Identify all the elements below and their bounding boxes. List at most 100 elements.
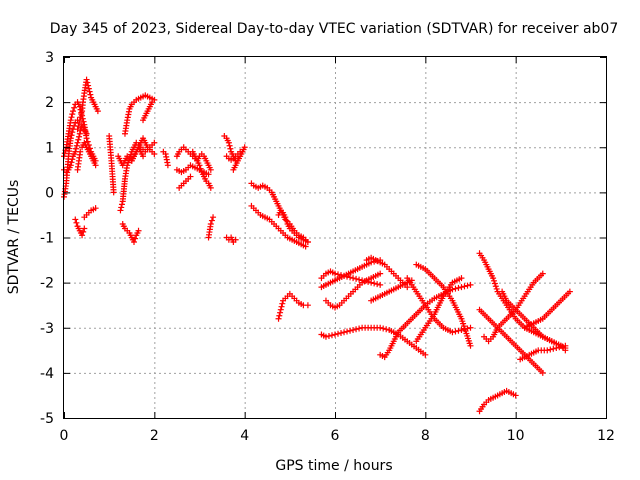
data-point — [562, 342, 569, 349]
data-point — [69, 156, 76, 163]
chart-title: Day 345 of 2023, Sidereal Day-to-day VTE… — [50, 21, 619, 37]
data-point — [539, 369, 546, 376]
data-point — [76, 117, 83, 124]
data-point — [77, 114, 84, 121]
data-point — [225, 139, 232, 146]
data-point — [341, 329, 348, 336]
y-tick-label: 2 — [45, 95, 54, 111]
series-arc-12 — [121, 92, 158, 137]
data-point — [70, 108, 77, 115]
series-arc-8 — [106, 132, 117, 196]
data-point — [275, 315, 282, 322]
data-point — [467, 281, 474, 288]
data-point — [550, 345, 557, 352]
data-point — [118, 201, 125, 208]
series-arc-45 — [517, 342, 569, 363]
data-point — [566, 288, 573, 295]
data-point — [492, 283, 499, 290]
series-arc-28 — [275, 290, 311, 322]
data-point — [92, 162, 99, 169]
data-point — [208, 217, 215, 224]
data-point — [279, 300, 286, 307]
data-point — [207, 220, 214, 227]
data-point — [347, 327, 354, 334]
data-point — [455, 327, 462, 334]
series-arc-43 — [521, 288, 573, 331]
data-point — [73, 142, 80, 149]
data-point — [449, 329, 456, 336]
data-point — [67, 162, 74, 169]
data-point — [490, 277, 497, 284]
data-point — [197, 165, 204, 172]
series-arc-35 — [377, 281, 474, 361]
series-arc-15 — [160, 148, 171, 169]
data-point — [118, 204, 125, 211]
data-point — [226, 142, 233, 149]
x-axis-label: GPS time / hours — [275, 458, 392, 474]
data-point — [556, 344, 563, 351]
data-point — [125, 159, 132, 166]
x-tick-label: 4 — [240, 428, 249, 444]
x-tick-label: 10 — [507, 428, 525, 444]
series-arc-24 — [223, 234, 239, 246]
data-point — [377, 281, 384, 288]
data-point — [344, 328, 351, 335]
data-point — [86, 88, 93, 95]
data-point — [210, 214, 217, 221]
data-point — [283, 217, 290, 224]
data-point — [149, 99, 156, 106]
series-arc-14 — [128, 135, 158, 164]
series-arc-20 — [205, 214, 217, 241]
data-point — [74, 139, 81, 146]
data-point — [205, 171, 212, 178]
data-point — [377, 324, 384, 331]
data-point — [76, 130, 83, 137]
series-arc-23 — [230, 144, 248, 173]
data-point — [77, 148, 84, 155]
data-point — [467, 342, 474, 349]
data-point — [458, 284, 465, 291]
data-point — [110, 189, 117, 196]
data-point — [464, 282, 471, 289]
y-tick-label: -2 — [40, 276, 54, 292]
data-point — [547, 346, 554, 353]
data-point — [76, 120, 83, 127]
x-tick-label: 6 — [331, 428, 340, 444]
data-point — [304, 239, 311, 246]
series-arc-5 — [72, 216, 88, 239]
data-point — [350, 275, 357, 282]
data-point — [69, 129, 76, 136]
y-tick-label: 0 — [45, 185, 54, 201]
data-point — [67, 117, 74, 124]
series-arc-4 — [74, 139, 99, 173]
data-point — [196, 162, 203, 169]
data-point — [87, 91, 94, 98]
data-point — [380, 325, 387, 332]
data-point — [84, 138, 91, 145]
data-point — [135, 227, 142, 234]
data-point — [335, 271, 342, 278]
data-point — [77, 127, 84, 134]
data-point — [126, 156, 133, 163]
x-tick-label: 0 — [60, 428, 69, 444]
data-point — [353, 275, 360, 282]
data-point — [75, 123, 82, 130]
data-point — [241, 144, 248, 151]
data-point — [553, 345, 560, 352]
series-arc-36 — [404, 275, 474, 336]
data-point — [377, 270, 384, 277]
series-arc-31 — [322, 270, 384, 311]
x-tick-label: 2 — [150, 428, 159, 444]
data-point — [140, 153, 147, 160]
data-point — [74, 126, 81, 133]
series-arc-27 — [275, 207, 311, 246]
data-points — [61, 76, 573, 415]
data-point — [350, 327, 357, 334]
series-arc-38 — [413, 275, 465, 345]
data-point — [69, 111, 76, 118]
data-point — [83, 76, 90, 83]
data-point — [72, 216, 79, 223]
series-arc-30 — [318, 257, 384, 291]
data-point — [68, 132, 75, 139]
